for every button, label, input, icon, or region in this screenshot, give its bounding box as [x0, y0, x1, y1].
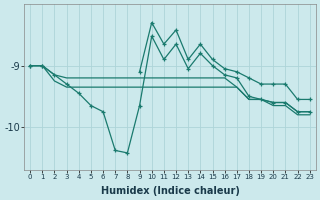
X-axis label: Humidex (Indice chaleur): Humidex (Indice chaleur) [100, 186, 239, 196]
